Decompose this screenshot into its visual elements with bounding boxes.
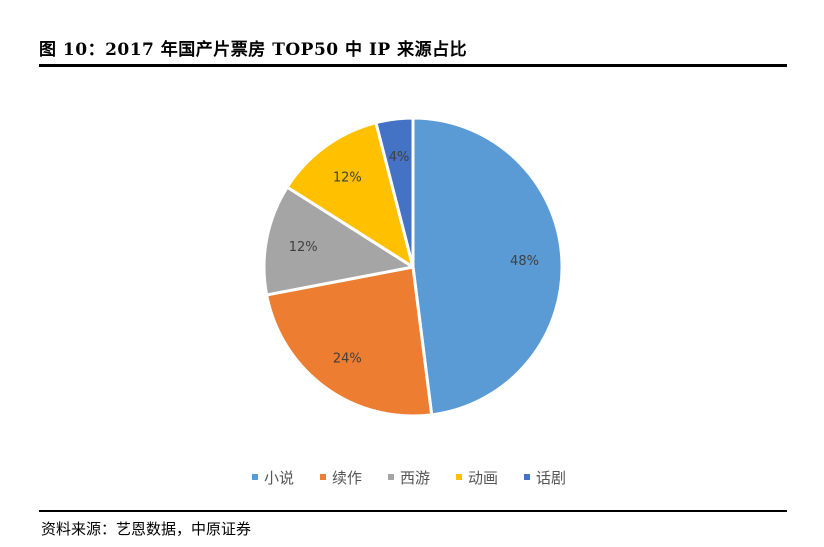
slice-label-话剧: 4% xyxy=(389,150,410,165)
pie-labels: 48% 24% 12% 12% 4% xyxy=(289,150,539,366)
slice-label-小说: 48% xyxy=(510,254,539,269)
pie-slice-动画 xyxy=(285,121,415,269)
chart-legend: 小说 续作 西游 动画 话剧 xyxy=(252,469,566,487)
slice-label-西游: 12% xyxy=(289,240,318,255)
legend-swatch-动画 xyxy=(456,474,462,480)
chart-title: 图 10：2017 年国产片票房 TOP50 中 IP 来源占比 xyxy=(39,40,468,60)
slice-label-续作: 24% xyxy=(333,351,362,366)
legend-label-小说: 小说 xyxy=(264,469,294,487)
source-note: 资料来源：艺恩数据，中原证券 xyxy=(41,520,252,538)
pie-slices xyxy=(262,116,564,418)
legend-label-续作: 续作 xyxy=(332,469,362,487)
chart-area: 48% 24% 12% 12% 4% 小说 续作 西游 动画 话剧 xyxy=(0,70,824,510)
slice-label-动画: 12% xyxy=(333,171,362,186)
pie-slice-续作 xyxy=(265,265,434,418)
pie-chart: 48% 24% 12% 12% 4% 小说 续作 西游 动画 话剧 xyxy=(252,116,566,487)
legend-label-西游: 西游 xyxy=(400,469,430,487)
footer-rule xyxy=(39,510,787,512)
pie-slice-小说 xyxy=(411,116,564,417)
pie-slice-西游 xyxy=(262,185,415,297)
legend-swatch-西游 xyxy=(388,474,394,480)
legend-label-动画: 动画 xyxy=(468,469,498,487)
title-rule xyxy=(39,64,787,67)
legend-swatch-续作 xyxy=(320,474,326,480)
legend-swatch-小说 xyxy=(252,474,258,480)
pie-slice-话剧 xyxy=(374,116,415,269)
legend-swatch-话剧 xyxy=(524,474,530,480)
legend-label-话剧: 话剧 xyxy=(536,469,566,487)
